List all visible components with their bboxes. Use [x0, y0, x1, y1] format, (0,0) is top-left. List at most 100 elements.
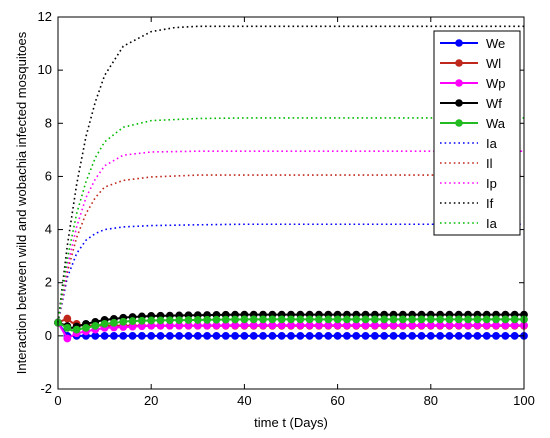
series-marker — [361, 331, 370, 340]
series-marker — [324, 331, 333, 340]
legend-label: Wl — [486, 56, 501, 71]
legend-marker — [455, 119, 463, 127]
series-marker — [464, 315, 472, 324]
series-marker — [110, 318, 118, 327]
series-marker — [417, 331, 426, 340]
series-marker — [165, 331, 174, 340]
series-marker — [165, 316, 174, 325]
legend-label: Il — [486, 156, 493, 171]
series-marker — [259, 315, 267, 324]
series-marker — [287, 315, 295, 324]
series-marker — [221, 331, 230, 340]
series-marker — [268, 331, 277, 340]
series-marker — [501, 315, 510, 324]
series-marker — [193, 316, 202, 324]
series-marker — [501, 331, 510, 340]
series-marker — [231, 315, 239, 324]
series-marker — [380, 331, 389, 340]
legend-label: Ia — [486, 136, 498, 151]
series-marker — [240, 331, 249, 340]
series-marker — [333, 331, 342, 340]
series-marker — [119, 331, 128, 340]
series-marker — [277, 315, 286, 324]
series-marker — [184, 331, 193, 340]
x-tick-label: 100 — [513, 393, 535, 408]
series-marker — [137, 316, 146, 325]
series-ip-7 — [57, 150, 524, 323]
series-marker — [370, 331, 379, 340]
x-tick-label: 0 — [54, 393, 61, 408]
series-marker — [492, 315, 500, 324]
plot-area — [54, 25, 528, 343]
series-marker — [510, 315, 519, 324]
y-tick-label: 0 — [45, 328, 52, 343]
y-tick-label: 10 — [38, 62, 52, 77]
y-tick-label: 12 — [38, 9, 52, 24]
series-marker — [231, 331, 239, 340]
series-marker — [212, 331, 221, 340]
series-marker — [240, 315, 249, 324]
series-marker — [128, 317, 137, 325]
series-marker — [63, 334, 72, 343]
legend-box — [433, 30, 521, 236]
series-marker — [492, 331, 500, 340]
series-marker — [249, 315, 258, 324]
series-marker — [454, 331, 463, 340]
series-marker — [343, 331, 351, 340]
series-marker — [296, 315, 305, 324]
series-marker — [100, 320, 109, 328]
y-axis-label: Interaction between wild and wobachia in… — [14, 31, 29, 374]
series-marker — [352, 315, 361, 324]
series-marker — [510, 331, 519, 340]
series-marker — [296, 331, 305, 340]
series-marker — [464, 331, 472, 340]
series-line — [57, 150, 524, 323]
legend-label: We — [486, 36, 505, 51]
y-tick-label: 8 — [45, 115, 52, 130]
series-marker — [398, 331, 407, 340]
series-marker — [203, 331, 212, 340]
legend-item: Wf — [440, 96, 502, 111]
series-marker — [445, 315, 454, 324]
legend-item: Wa — [440, 116, 506, 131]
x-tick-label: 80 — [424, 393, 438, 408]
series-marker — [221, 315, 230, 324]
legend-label: Ip — [486, 176, 497, 191]
series-marker — [445, 331, 454, 340]
series-marker — [184, 316, 193, 324]
axes-frame — [57, 16, 525, 390]
series-marker — [193, 331, 202, 340]
legend-item: Il — [440, 156, 493, 171]
x-tick-label: 40 — [237, 393, 251, 408]
series-marker — [315, 315, 323, 324]
series-wa-4 — [54, 315, 528, 334]
series-marker — [408, 315, 417, 324]
series-marker — [361, 315, 370, 324]
series-marker — [277, 331, 286, 340]
series-marker — [417, 315, 426, 324]
series-marker — [63, 314, 72, 323]
series-ia-5 — [57, 223, 524, 323]
series-marker — [482, 315, 491, 324]
series-marker — [305, 331, 314, 340]
legend-item: Ia — [440, 216, 498, 231]
series-marker — [175, 331, 184, 340]
series-marker — [305, 315, 314, 324]
legend-label: Ia — [486, 216, 498, 231]
series-marker — [287, 331, 295, 340]
series-marker — [212, 315, 221, 324]
legend-label: Wf — [486, 96, 502, 111]
series-marker — [436, 331, 445, 340]
legend-marker — [455, 39, 463, 47]
series-marker — [352, 331, 361, 340]
series-marker — [147, 316, 156, 325]
y-tick-label: 6 — [45, 168, 52, 183]
x-axis-label: time t (Days) — [254, 415, 328, 430]
series-marker — [426, 331, 435, 340]
series-marker — [408, 331, 417, 340]
series-marker — [128, 331, 137, 340]
series-marker — [315, 331, 323, 340]
series-marker — [482, 331, 491, 340]
series-marker — [370, 315, 379, 324]
